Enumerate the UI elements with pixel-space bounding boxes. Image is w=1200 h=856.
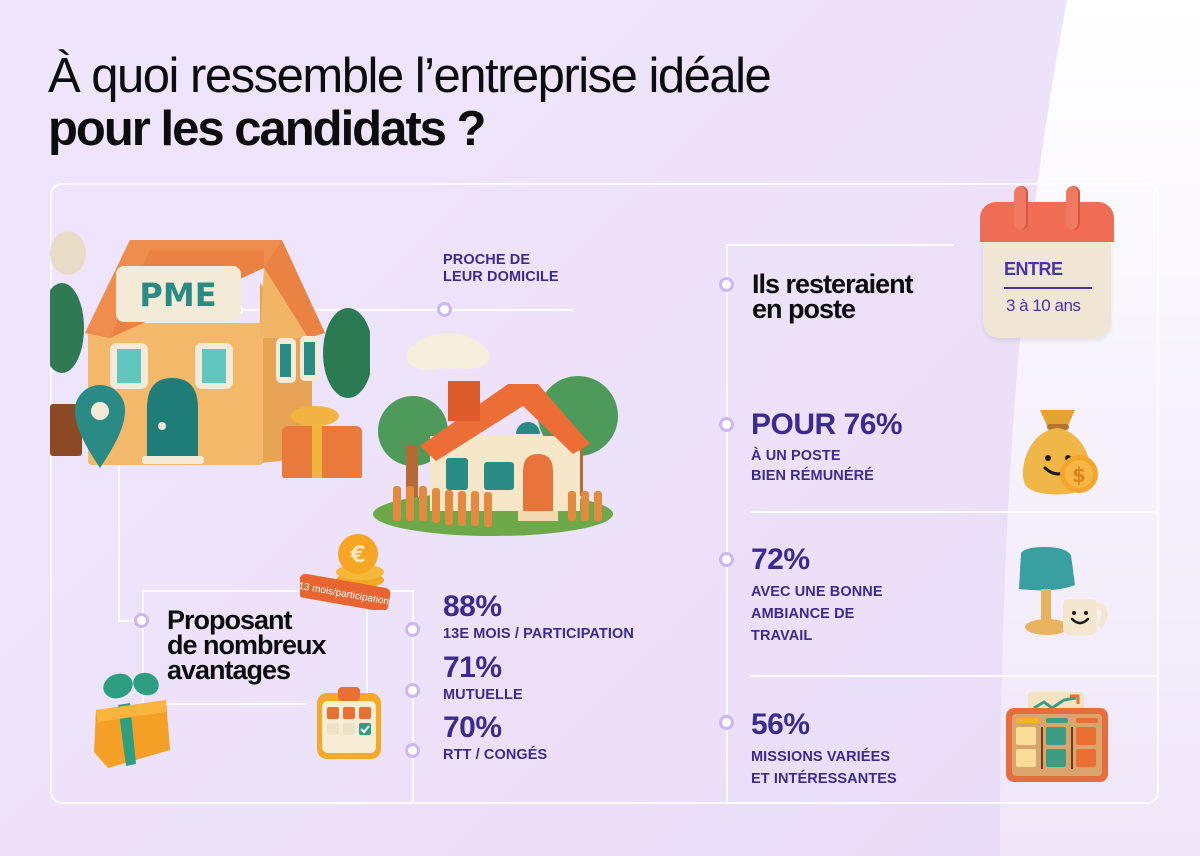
connector-node xyxy=(134,613,149,628)
benefit-value: 71% xyxy=(443,651,502,684)
euro-coin-icon: € 13 mois/participation xyxy=(300,534,391,610)
connector-line xyxy=(726,244,954,246)
cottage-illustration xyxy=(373,333,618,536)
stat-value: 72% xyxy=(751,543,810,576)
tenure-heading: Ils resteraient en poste xyxy=(752,269,914,324)
benefit-label: RTT / CONGÉS xyxy=(443,747,548,763)
connector-node xyxy=(405,622,420,637)
connector-node xyxy=(719,277,734,292)
money-bag-icon: $ xyxy=(1022,410,1098,495)
connector-line xyxy=(238,309,573,311)
title-line-2: pour les candidats ? xyxy=(48,102,486,156)
connector-node xyxy=(405,743,420,758)
calendar-bottom-text: 3 à 10 ans xyxy=(1006,296,1081,315)
kanban-board-icon xyxy=(1006,692,1108,782)
benefit-item: 88% 13E MOIS / PARTICIPATION xyxy=(443,592,634,643)
stat-value: POUR 76% xyxy=(751,408,903,441)
stat-item: POUR 76% À UN POSTE BIEN RÉMUNÉRÉ xyxy=(751,408,903,486)
connector-node xyxy=(405,683,420,698)
connector-node xyxy=(719,715,734,730)
connector-line xyxy=(118,311,120,621)
svg-text:$: $ xyxy=(1072,463,1086,487)
benefits-heading: Proposant de nombreux avantages xyxy=(167,605,327,685)
connector-node xyxy=(719,417,734,432)
stat-label: MISSIONS VARIÉES ET INTÉRESSANTES xyxy=(751,749,897,787)
connector-line xyxy=(142,703,307,705)
page-title: À quoi ressemble l’entreprise idéale pou… xyxy=(48,49,772,156)
proximity-label: PROCHE DE LEUR DOMICILE xyxy=(443,252,559,285)
connector-node xyxy=(437,302,452,317)
stat-label: À UN POSTE BIEN RÉMUNÉRÉ xyxy=(751,448,874,484)
connector-node xyxy=(719,552,734,567)
connector-line xyxy=(118,620,142,622)
benefit-value: 88% xyxy=(443,590,502,623)
calendar-top-text: ENTRE xyxy=(1004,259,1063,279)
connector-line xyxy=(750,675,1158,677)
connector-line xyxy=(142,590,144,705)
connector-line xyxy=(142,590,412,592)
benefit-label: MUTUELLE xyxy=(443,687,523,703)
lamp-mug-icon xyxy=(1019,547,1108,635)
calendar-icon: ENTRE 3 à 10 ans xyxy=(980,186,1116,341)
stat-value: 56% xyxy=(751,708,810,741)
connector-line xyxy=(750,511,1158,513)
infographic-card xyxy=(50,183,1159,804)
svg-text:€: € xyxy=(349,543,365,568)
benefit-item: 70% RTT / CONGÉS xyxy=(443,713,547,764)
benefit-value: 70% xyxy=(443,711,502,744)
gift-icon xyxy=(94,672,170,768)
pme-house-illustration: PME xyxy=(50,231,370,478)
stat-item: 72% AVEC UNE BONNE AMBIANCE DE TRAVAIL xyxy=(751,545,883,647)
benefit-item: 71% MUTUELLE xyxy=(443,653,523,704)
stat-label: AVEC UNE BONNE AMBIANCE DE TRAVAIL xyxy=(751,584,883,644)
title-line-1: À quoi ressemble l’entreprise idéale xyxy=(48,49,772,103)
stat-item: 56% MISSIONS VARIÉES ET INTÉRESSANTES xyxy=(751,710,897,790)
pme-sign-text: PME xyxy=(139,276,216,314)
benefit-label: 13E MOIS / PARTICIPATION xyxy=(443,626,634,642)
connector-line xyxy=(366,590,368,705)
calendar-checklist-icon xyxy=(317,687,381,759)
connector-line xyxy=(726,244,728,803)
